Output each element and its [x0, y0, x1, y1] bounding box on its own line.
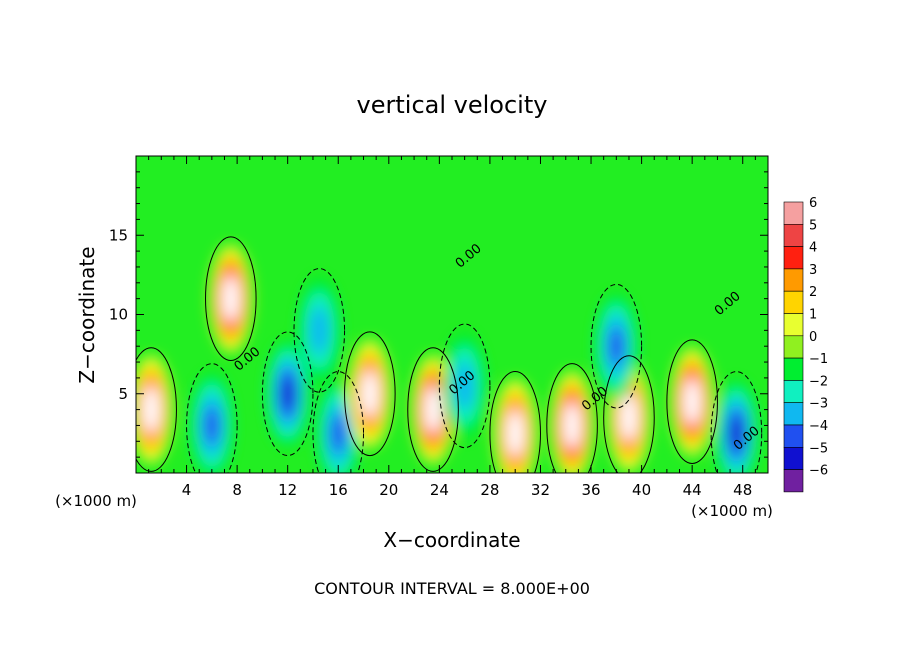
colorbar-label: −6 [809, 464, 828, 479]
field-core-8 [620, 393, 638, 442]
colorbar-swatch [783, 313, 804, 337]
y-axis: 5 10 15 [109, 171, 768, 458]
colorbar-label: 1 [809, 308, 817, 323]
colorbar: 6 5 4 3 2 1 0 −1 −2 −3 −4 −5 −6 [783, 196, 828, 493]
field-core-6 [506, 409, 525, 458]
x-tick-label: 16 [329, 481, 348, 499]
field-blob-14-3 [309, 306, 329, 355]
contour-line-3 [312, 371, 365, 473]
x-tick-label: 40 [632, 481, 651, 499]
colorbar-swatch [783, 246, 804, 270]
field-core-5 [424, 385, 442, 434]
colorbar-swatch [783, 469, 804, 493]
chart-title: vertical velocity [357, 91, 548, 119]
x-axis-label: X−coordinate [383, 528, 520, 552]
contour-line-4 [344, 331, 396, 457]
y-tick-label: 5 [118, 385, 128, 403]
contour-line-14 [293, 268, 346, 393]
x-tick-label: 8 [232, 481, 242, 499]
x-tick-label: 44 [683, 481, 702, 499]
colorbar-swatch [783, 446, 804, 470]
x-unit-left: (×1000 m) [55, 492, 137, 510]
field-blob-10-5 [730, 417, 743, 449]
colorbar-label: 6 [809, 196, 817, 211]
colorbar-label: −1 [809, 352, 828, 367]
colorbar-swatch [783, 380, 804, 403]
contour-line-5 [407, 347, 459, 472]
y-tick-label: 10 [109, 306, 128, 324]
field-blob-13-4 [608, 327, 624, 365]
field-blob-3-4 [330, 414, 346, 453]
x-tick-label: 48 [733, 481, 752, 499]
colorbar-swatch [783, 335, 804, 359]
contour-line-2 [261, 331, 314, 457]
field-core-0 [142, 385, 161, 434]
colorbar-label: 2 [809, 285, 817, 300]
colorbar-swatch [783, 201, 804, 225]
field-blob-12-3 [455, 361, 475, 410]
contour-line-10 [710, 371, 763, 473]
x-tick-label: 20 [379, 481, 398, 499]
contour-line-0 [136, 347, 177, 472]
x-tick-label: 12 [278, 481, 297, 499]
contour-line-9 [666, 339, 718, 464]
contour-line-11 [186, 363, 238, 473]
colorbar-label: 0 [809, 330, 817, 345]
plot-area: 0.000.000.000.000.000.00 [136, 156, 768, 473]
x-tick-label: 28 [480, 481, 499, 499]
colorbar-swatch [783, 224, 804, 247]
x-tick-label: 24 [430, 481, 449, 499]
field-blob-2-5 [281, 378, 294, 410]
contour-line-7 [546, 363, 598, 473]
y-tick-label: 15 [109, 226, 128, 244]
field-core-1 [221, 274, 240, 323]
field-blob-11-4 [204, 406, 220, 445]
colorbar-label: −3 [809, 397, 828, 412]
colorbar-label: −5 [809, 441, 828, 456]
field-core-9 [683, 377, 702, 426]
colorbar-swatch [783, 268, 804, 292]
contour-line-6 [489, 371, 541, 473]
colorbar-swatch [783, 357, 804, 381]
x-tick-label: 32 [531, 481, 550, 499]
x-unit-right: (×1000 m) [691, 502, 773, 520]
colorbar-label: −4 [809, 419, 828, 434]
x-axis: 4 8 12 16 20 24 28 32 36 40 44 48 [148, 156, 756, 499]
colorbar-label: 5 [809, 218, 817, 233]
field-core-4 [360, 369, 379, 418]
field-core-7 [563, 401, 581, 450]
x-tick-label: 4 [182, 481, 192, 499]
colorbar-label: 3 [809, 263, 817, 278]
colorbar-label: −2 [809, 374, 828, 389]
contour-line-8 [603, 355, 655, 473]
x-tick-label: 36 [581, 481, 600, 499]
contour-line-12 [438, 323, 491, 449]
contour-interval-note: CONTOUR INTERVAL = 8.000E+00 [314, 579, 590, 598]
colorbar-swatch [783, 290, 804, 314]
contour-line-1 [205, 236, 257, 361]
contour-line-13 [590, 283, 643, 409]
y-axis-label: Z−coordinate [75, 246, 99, 383]
colorbar-swatch [783, 402, 804, 426]
colorbar-label: 4 [809, 241, 817, 256]
colorbar-swatch [783, 424, 804, 448]
